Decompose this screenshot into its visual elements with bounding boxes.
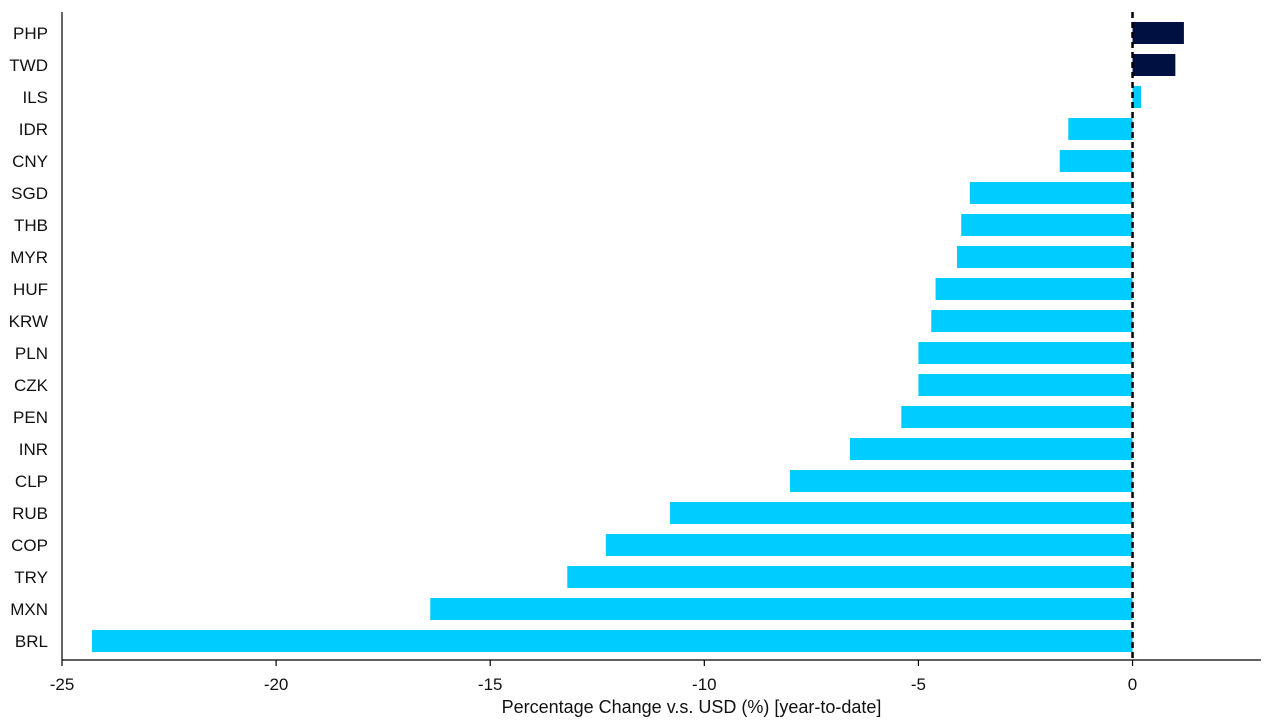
x-tick-label: -25 (50, 675, 75, 694)
bar-huf (935, 278, 1133, 300)
bar-sgd (969, 182, 1133, 204)
bar-ils (1132, 86, 1142, 108)
bar-pen (901, 406, 1133, 428)
category-label-sgd: SGD (11, 184, 48, 203)
category-label-czk: CZK (14, 376, 49, 395)
category-label-pen: PEN (13, 408, 48, 427)
category-label-pln: PLN (15, 344, 48, 363)
category-label-ils: ILS (22, 88, 48, 107)
bars-group (91, 22, 1184, 652)
category-label-thb: THB (14, 216, 48, 235)
bar-rub (670, 502, 1133, 524)
x-tick-label: -20 (264, 675, 289, 694)
bar-brl (91, 630, 1133, 652)
x-axis-title: Percentage Change v.s. USD (%) [year-to-… (502, 697, 882, 717)
category-label-huf: HUF (13, 280, 48, 299)
x-tick-label: 0 (1128, 675, 1137, 694)
bar-inr (849, 438, 1133, 460)
bar-php (1132, 22, 1184, 44)
bar-clp (789, 470, 1133, 492)
category-label-rub: RUB (12, 504, 48, 523)
x-tick-label: -15 (478, 675, 503, 694)
bar-twd (1132, 54, 1176, 76)
bar-try (567, 566, 1133, 588)
bar-thb (961, 214, 1133, 236)
category-label-twd: TWD (9, 56, 48, 75)
category-label-krw: KRW (9, 312, 48, 331)
bar-mxn (430, 598, 1133, 620)
category-label-idr: IDR (19, 120, 48, 139)
bar-myr (956, 246, 1133, 268)
x-tick-label: -5 (911, 675, 926, 694)
bar-idr (1068, 118, 1133, 140)
bar-cop (605, 534, 1133, 556)
category-label-brl: BRL (15, 632, 48, 651)
bar-pln (918, 342, 1133, 364)
category-label-clp: CLP (15, 472, 48, 491)
x-ticks-group: -25 -20 -15 -10 -5 0 (50, 660, 1137, 694)
bar-cny (1059, 150, 1133, 172)
category-label-cop: COP (11, 536, 48, 555)
category-label-cny: CNY (12, 152, 48, 171)
bar-czk (918, 374, 1133, 396)
category-labels-group: PHP TWD ILS IDR CNY SGD THB MYR HUF KRW PLN CZK PEN I… (9, 24, 49, 651)
category-label-try: TRY (14, 568, 48, 587)
x-tick-label: -10 (692, 675, 717, 694)
bar-krw (931, 310, 1133, 332)
category-label-inr: INR (19, 440, 48, 459)
category-label-php: PHP (13, 24, 48, 43)
category-label-mxn: MXN (10, 600, 48, 619)
category-label-myr: MYR (10, 248, 48, 267)
